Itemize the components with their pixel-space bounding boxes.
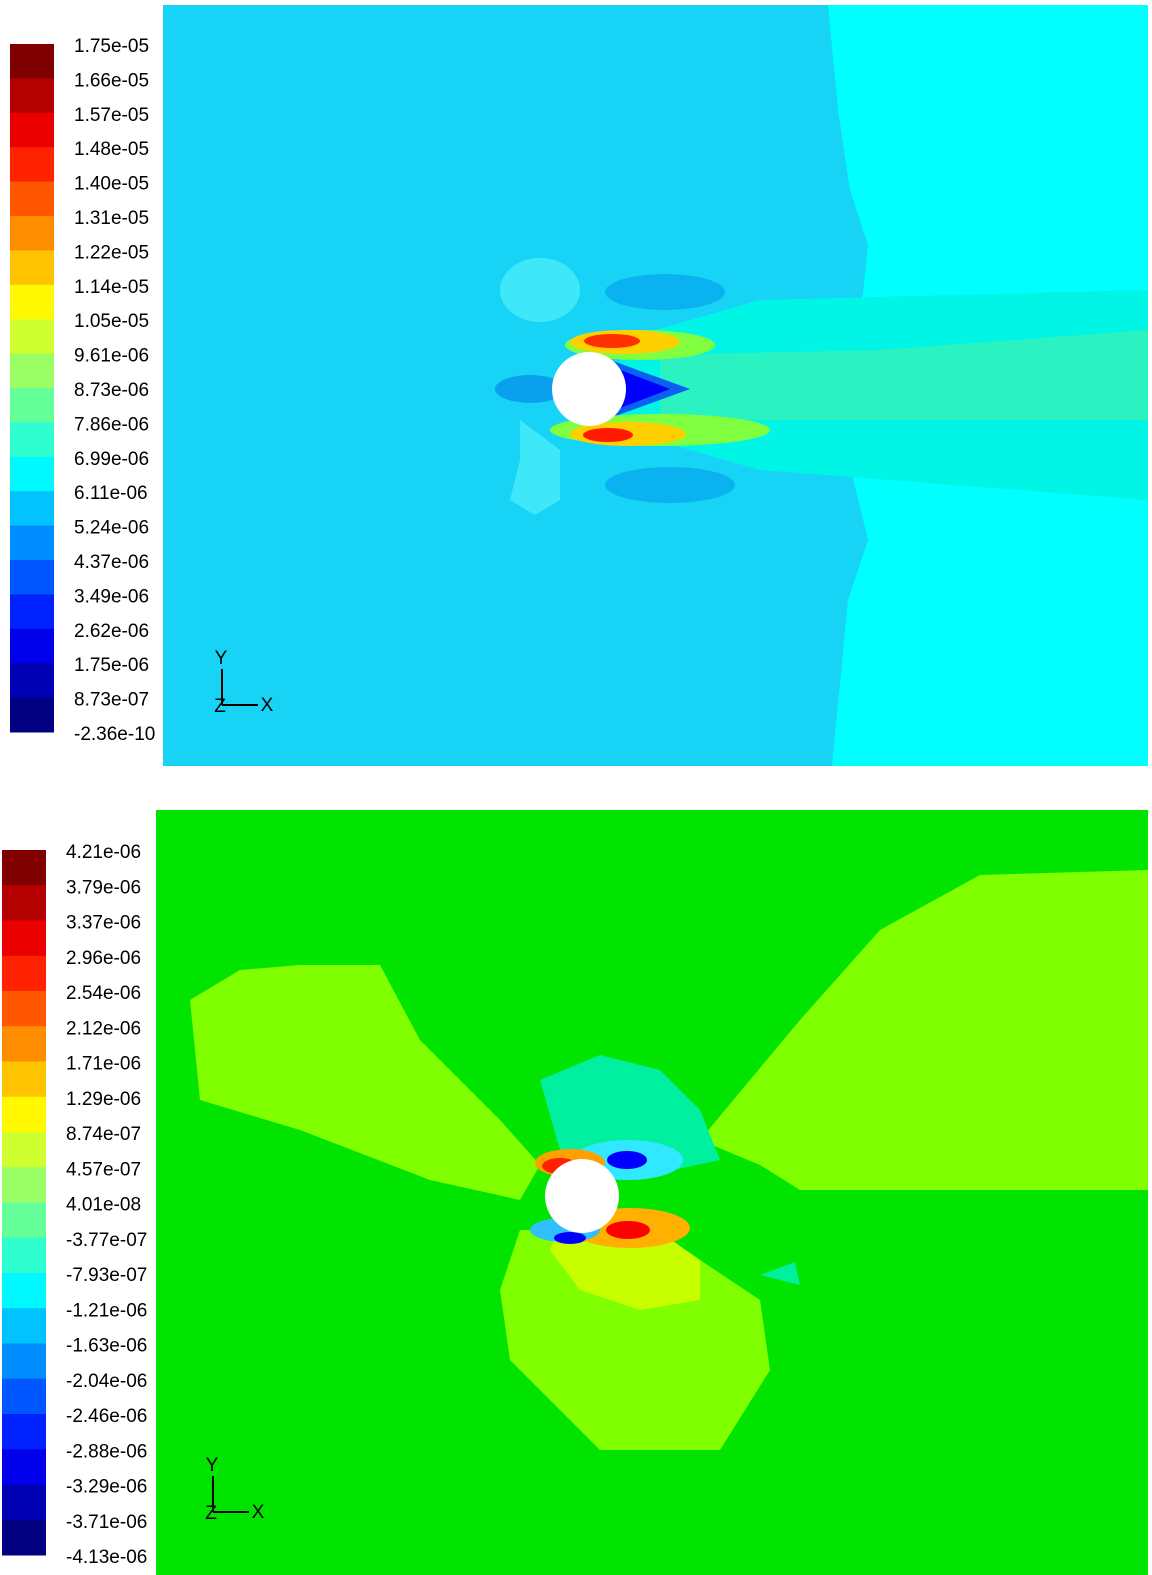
colorbar-band: [2, 1343, 46, 1380]
colorbar-label: 1.48e-05: [74, 139, 149, 160]
colorbar: 1.75e-05 1.66e-05 1.57e-05 1.48e-05 1.40e-05…: [10, 36, 155, 745]
colorbar-band: [2, 1378, 46, 1415]
colorbar-band: [10, 628, 54, 664]
colorbar-label: 2.62e-06: [74, 621, 149, 642]
colorbar-band: [10, 663, 54, 699]
colorbar-band: [10, 284, 54, 320]
colorbar-band: [10, 181, 54, 217]
colorbar-label: -3.29e-06: [66, 1477, 147, 1498]
colorbar-label: 1.31e-05: [74, 208, 149, 229]
colorbar-band: [10, 319, 54, 355]
axis-label: X: [252, 1502, 265, 1523]
colorbar-band: [2, 1061, 46, 1098]
colorbar-label: -4.13e-06: [66, 1547, 147, 1568]
colorbar-band: [10, 456, 54, 492]
colorbar-label: 5.24e-06: [74, 518, 149, 539]
colorbar-label: 8.73e-06: [74, 380, 149, 401]
colorbar-label: 8.74e-07: [66, 1124, 141, 1145]
colorbar-label: 2.54e-06: [66, 983, 141, 1004]
colorbar-band: [2, 1132, 46, 1168]
colorbar-band: [10, 78, 54, 114]
colorbar-label: 1.40e-05: [74, 174, 149, 195]
colorbar-band: [10, 147, 54, 183]
axis-label: Y: [206, 1455, 219, 1476]
colorbar-band: [2, 991, 46, 1027]
colorbar-label: 3.79e-06: [66, 877, 141, 898]
colorbar-label: 6.11e-06: [74, 483, 148, 504]
colorbar-band: [2, 1273, 46, 1309]
colorbar-label: 2.96e-06: [66, 948, 141, 969]
colorbar-label: -1.63e-06: [66, 1336, 147, 1357]
colorbar-band: [10, 250, 54, 286]
colorbar-label: 1.22e-05: [74, 242, 149, 263]
colorbar-label: -2.46e-06: [66, 1406, 147, 1427]
colorbar-band: [10, 697, 54, 733]
colorbar-band: [2, 1308, 46, 1344]
colorbar-band: [10, 44, 54, 79]
colorbar-label: 7.86e-06: [74, 414, 149, 435]
colorbar-label: -1.21e-06: [66, 1300, 147, 1321]
colorbar-band: [2, 1202, 46, 1239]
colorbar-band: [2, 1167, 46, 1203]
colorbar-band: [10, 112, 54, 148]
axis-label: Z: [214, 696, 226, 717]
colorbar-label: -3.71e-06: [66, 1512, 147, 1533]
colorbar-label: -2.88e-06: [66, 1441, 147, 1462]
colorbar-label: -7.93e-07: [66, 1265, 147, 1286]
colorbar-label: -2.36e-10: [74, 724, 155, 745]
axis-triad: Y Z X: [205, 1455, 264, 1524]
colorbar-label: 1.14e-05: [74, 277, 149, 298]
colorbar-label: 4.21e-06: [66, 842, 141, 863]
contour-field: [163, 5, 1148, 766]
colorbar-band: [2, 1519, 46, 1556]
colorbar-label: 8.73e-07: [74, 690, 149, 711]
colorbar-band: [10, 491, 54, 527]
colorbar-label: 4.57e-07: [66, 1159, 141, 1180]
colorbar-band: [2, 1096, 46, 1133]
colorbar-band: [10, 353, 54, 389]
colorbar-label: 3.37e-06: [66, 913, 141, 934]
contour-field: [156, 810, 1148, 1575]
colorbar-label: 1.57e-05: [74, 105, 149, 126]
colorbar-band: [10, 560, 54, 595]
colorbar-band: [2, 1237, 46, 1274]
axis-triad: Y Z X: [214, 648, 273, 717]
colorbar-band: [10, 594, 54, 630]
colorbar-band: [2, 1414, 46, 1450]
colorbar-band: [10, 388, 54, 423]
colorbar-label: -3.77e-07: [66, 1230, 147, 1251]
colorbar-band: [2, 920, 46, 957]
colorbar-band: [2, 1026, 46, 1062]
colorbar-label: 1.66e-05: [74, 70, 149, 91]
colorbar-band: [2, 955, 46, 992]
colorbar-band: [2, 1449, 46, 1485]
colorbar-band: [2, 885, 46, 921]
colorbar-label: 4.37e-06: [74, 552, 149, 573]
axis-label: Z: [205, 1503, 217, 1524]
colorbar-label: 1.05e-05: [74, 311, 149, 332]
colorbar-band: [10, 422, 54, 458]
axis-label: X: [261, 695, 274, 716]
colorbar-label: 6.99e-06: [74, 449, 149, 470]
colorbar-label: 4.01e-08: [66, 1195, 141, 1216]
colorbar-label: -2.04e-06: [66, 1371, 147, 1392]
colorbar-band: [10, 216, 54, 251]
colorbar-band: [10, 525, 54, 561]
colorbar-label: 1.75e-06: [74, 655, 149, 676]
colorbar-label: 1.71e-06: [66, 1054, 141, 1075]
axis-label: Y: [215, 648, 228, 669]
colorbar-label: 3.49e-06: [74, 586, 149, 607]
colorbar-label: 1.75e-05: [74, 36, 149, 57]
colorbar-label: 2.12e-06: [66, 1018, 141, 1039]
colorbar-label: 1.29e-06: [66, 1089, 141, 1110]
colorbar: 4.21e-06 3.79e-06 3.37e-06 2.96e-06 2.54e-06…: [2, 842, 147, 1568]
colorbar-band: [2, 1484, 46, 1521]
colorbar-label: 9.61e-06: [74, 346, 149, 367]
colorbar-band: [2, 850, 46, 886]
